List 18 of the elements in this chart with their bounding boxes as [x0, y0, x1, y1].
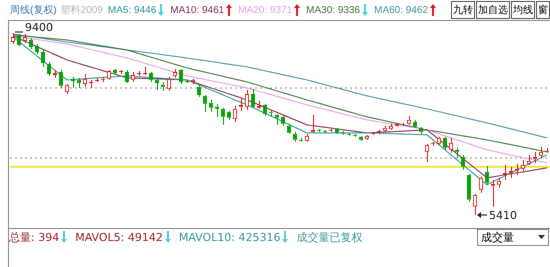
text: MAVOL10: 425316: [178, 230, 282, 244]
text: MA20: 9371: [238, 4, 292, 16]
text: 总量: 394: [9, 230, 60, 244]
text: MA30: 9336: [306, 4, 360, 16]
text: 九转: [451, 1, 475, 19]
chart-title: 周线(复权): [10, 4, 57, 17]
text: MA5: 9446: [108, 4, 156, 16]
text: 均线: [511, 1, 535, 19]
chart-subtitle: 塑料2009: [60, 4, 103, 17]
text: MAVOL5: 49142: [75, 230, 164, 244]
text: MA60: 9462: [374, 4, 428, 16]
annotation: 9400: [24, 21, 54, 34]
text: 成交量已复权: [296, 230, 362, 244]
text: 窗: [536, 1, 550, 19]
annotation: 5410: [488, 208, 518, 222]
text: 加自选: [476, 1, 510, 19]
text: 成交量: [481, 230, 514, 244]
text: MA10: 9461: [170, 4, 224, 16]
